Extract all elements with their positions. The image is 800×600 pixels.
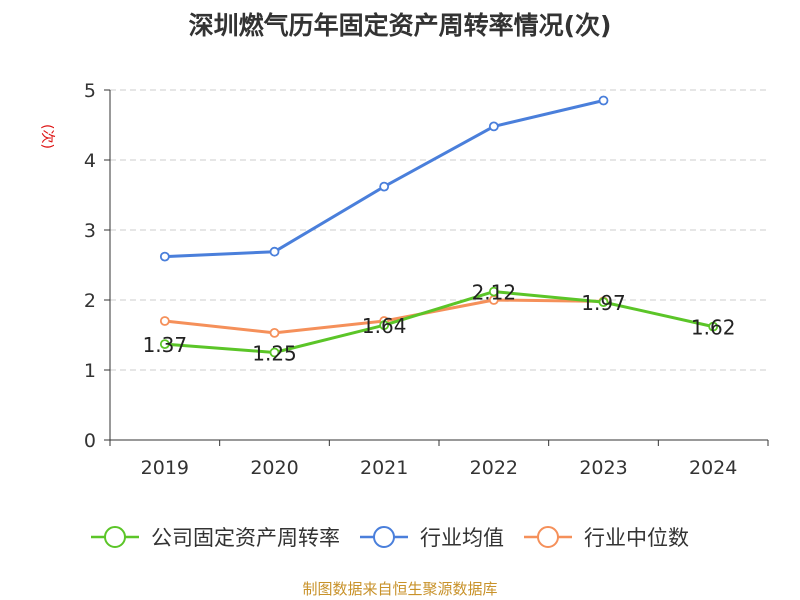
data-label: 1.37 bbox=[143, 333, 188, 357]
legend-label: 公司固定资产周转率 bbox=[151, 526, 340, 550]
data-point bbox=[708, 321, 719, 332]
data-point bbox=[598, 95, 609, 106]
series-line bbox=[164, 99, 604, 259]
data-label: 1.97 bbox=[581, 291, 626, 315]
legend-swatch-marker bbox=[537, 526, 559, 548]
grid-lines bbox=[110, 89, 768, 371]
y-tick-label: 4 bbox=[84, 150, 96, 172]
y-tick-label: 0 bbox=[84, 430, 96, 452]
series-line bbox=[164, 290, 714, 354]
data-point bbox=[159, 339, 170, 350]
data-point bbox=[269, 246, 280, 257]
data-point bbox=[598, 297, 609, 308]
legend-swatch-marker bbox=[104, 526, 126, 548]
series-lines bbox=[159, 95, 719, 358]
data-source-note: 制图数据来自恒生聚源数据库 bbox=[302, 580, 498, 598]
x-tick-label: 2021 bbox=[360, 457, 408, 479]
chart-title: 深圳燃气历年固定资产周转率情况(次) bbox=[188, 11, 612, 40]
legend-label: 行业均值 bbox=[420, 526, 504, 550]
data-point bbox=[488, 121, 499, 132]
legend-item: 公司固定资产周转率 bbox=[91, 526, 340, 550]
y-tick-label: 3 bbox=[84, 220, 96, 242]
x-tick-label: 2022 bbox=[470, 457, 518, 479]
legend-swatch-marker bbox=[373, 526, 395, 548]
axes: 0 1 2 3 4 5 2019 2020 2021 2022 2023 2024 bbox=[84, 80, 769, 479]
data-point bbox=[159, 251, 170, 262]
legend-label: 行业中位数 bbox=[584, 526, 689, 550]
legend-item: 行业均值 bbox=[360, 526, 504, 550]
data-label: 1.64 bbox=[362, 314, 407, 338]
data-point bbox=[488, 286, 499, 297]
data-labels: 1.37 1.25 1.64 2.12 1.97 1.62 bbox=[143, 281, 736, 366]
x-tick-label: 2023 bbox=[579, 457, 627, 479]
data-point bbox=[159, 316, 170, 326]
legend: 公司固定资产周转率 行业均值 行业中位数 bbox=[91, 526, 689, 550]
data-label: 1.62 bbox=[691, 316, 736, 340]
y-tick-label: 5 bbox=[84, 80, 96, 102]
y-tick-label: 1 bbox=[84, 360, 96, 382]
data-point bbox=[269, 347, 280, 358]
legend-item: 行业中位数 bbox=[524, 526, 689, 550]
data-point bbox=[269, 327, 280, 338]
data-label: 1.25 bbox=[252, 342, 297, 366]
x-tick-label: 2020 bbox=[250, 457, 298, 479]
x-tick-label: 2024 bbox=[689, 457, 737, 479]
y-tick-label: 2 bbox=[84, 290, 96, 312]
data-label: 2.12 bbox=[472, 281, 517, 305]
data-point bbox=[379, 181, 390, 192]
x-tick-label: 2019 bbox=[141, 457, 189, 479]
data-point bbox=[379, 320, 390, 331]
